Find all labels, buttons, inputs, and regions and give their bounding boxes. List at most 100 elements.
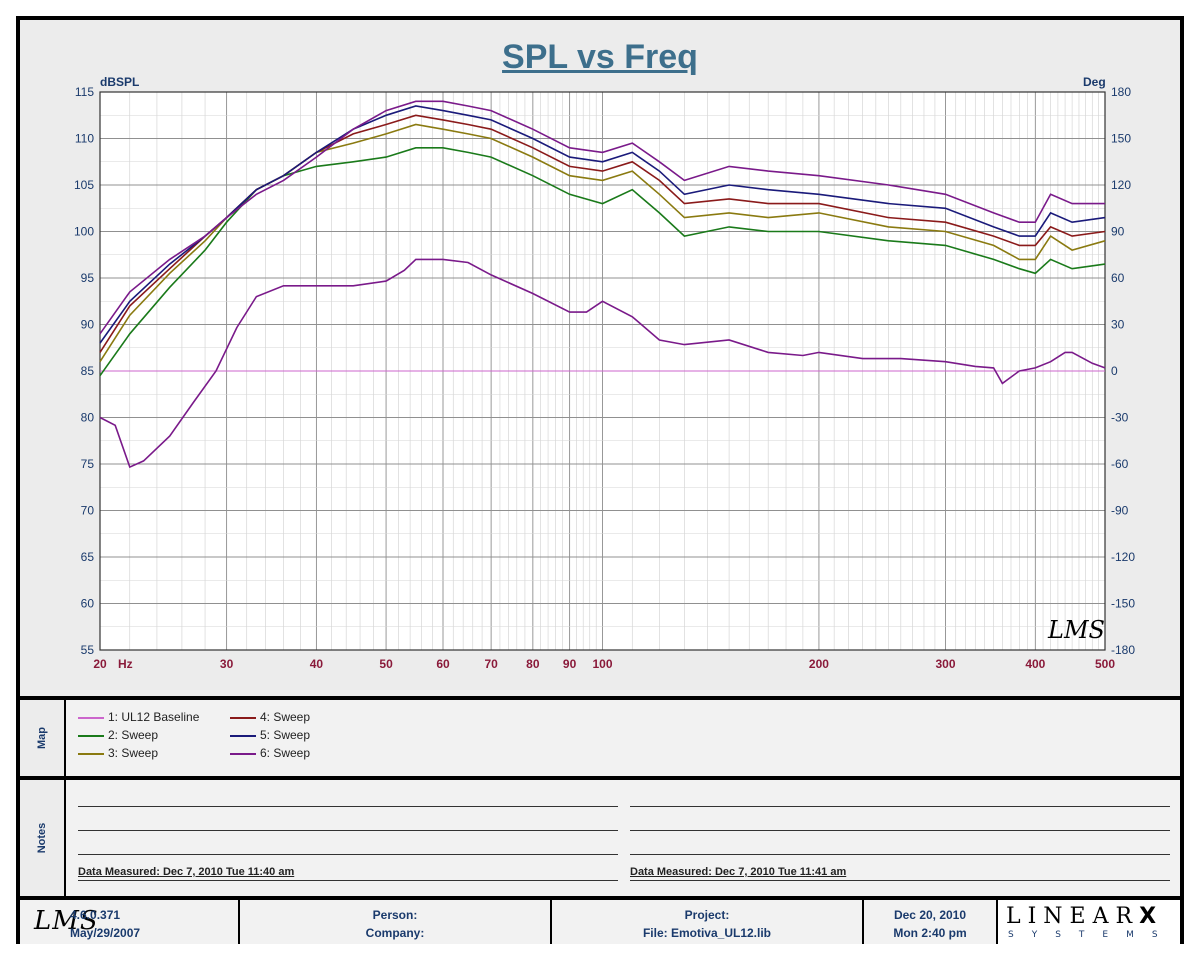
note-line — [78, 806, 618, 807]
footer-person-cell: Person: Company: — [240, 900, 552, 944]
company-label: Company: — [365, 926, 425, 940]
legend-label: 4: Sweep — [260, 710, 311, 724]
x-tick-label: 90 — [563, 657, 577, 671]
y2-tick-label: -60 — [1111, 457, 1129, 471]
y2-tick-label: -30 — [1111, 411, 1129, 425]
note-line — [78, 880, 618, 881]
y-tick-label: 105 — [74, 178, 94, 192]
x-tick-label: 100 — [592, 657, 612, 671]
spl-chart: 20 30 40 50 60 70 80 90 100 200 300 400 500556065707… — [74, 75, 1135, 671]
data-measured-right: Data Measured: Dec 7, 2010 Tue 11:41 am — [630, 866, 847, 878]
x-tick-label: 50 — [379, 657, 393, 671]
note-line — [78, 854, 618, 855]
x-tick-label: 70 — [484, 657, 498, 671]
series-line-6 — [99, 100, 1105, 335]
y2-axis-label: Deg — [1083, 75, 1106, 89]
legend-swatch — [78, 716, 104, 719]
x-tick-label: 80 — [526, 657, 540, 671]
x-tick-label: 400 — [1025, 657, 1045, 671]
legend-label: 5: Sweep — [260, 728, 311, 742]
y2-tick-label: 30 — [1111, 318, 1125, 332]
y-tick-label: 115 — [75, 85, 94, 99]
linearx-logo: LINEARX — [1006, 904, 1164, 929]
systems-wordmark: SYSTEMS — [1008, 930, 1176, 940]
legend: 1: UL12 Baseline 2: Sweep 3: Sweep 4: Sweep… — [66, 700, 1180, 776]
y2-tick-label: 60 — [1111, 271, 1125, 285]
legend-label: 1: UL12 Baseline — [108, 710, 200, 724]
note-line — [630, 854, 1170, 855]
file-label: File: Emotiva_UL12.lib — [642, 926, 772, 940]
series-line-5 — [99, 105, 1106, 344]
project-label: Project: — [684, 908, 730, 922]
y-tick-label: 70 — [81, 504, 95, 518]
y-tick-label: 95 — [81, 271, 95, 285]
y-tick-label: 80 — [81, 411, 95, 425]
legend-item: 3: Sweep — [78, 746, 158, 760]
y-tick-label: 110 — [75, 132, 94, 146]
legend-label: 6: Sweep — [260, 746, 311, 760]
x-tick-label: 60 — [436, 657, 450, 671]
legend-item: 2: Sweep — [78, 728, 158, 742]
y2-tick-label: 150 — [1111, 132, 1131, 146]
y2-tick-label: -150 — [1111, 597, 1135, 611]
footer-version-cell: LMS 4.6.0.371 May/29/2007 — [20, 900, 240, 944]
x-tick-label: 20 — [93, 657, 107, 671]
legend-item: 1: UL12 Baseline — [78, 710, 199, 724]
y-tick-label: 90 — [81, 318, 95, 332]
x-tick-label: 300 — [935, 657, 955, 671]
legend-swatch — [230, 734, 256, 737]
notes-panel: Notes Data Measured: Dec 7, 2010 Tue 11:… — [20, 776, 1180, 896]
map-panel: Map 1: UL12 Baseline 2: Sweep 3: Sweep 4: S… — [20, 696, 1180, 776]
footer: LMS 4.6.0.371 May/29/2007 Person: Compan… — [20, 896, 1180, 944]
notes-body: Data Measured: Dec 7, 2010 Tue 11:40 am … — [66, 780, 1180, 896]
map-side-label: Map — [20, 700, 66, 776]
y-tick-label: 75 — [81, 457, 95, 471]
note-line — [630, 830, 1170, 831]
y-tick-label: 85 — [81, 364, 95, 378]
y-tick-label: 60 — [81, 597, 95, 611]
x-tick-label: 500 — [1095, 657, 1115, 671]
y-axis-label: dBSPL — [100, 75, 139, 89]
footer-brand-cell: LINEARX SYSTEMS — [998, 900, 1180, 944]
version-date: May/29/2007 — [70, 926, 141, 940]
y2-tick-label: 120 — [1111, 178, 1131, 192]
report-date: Dec 20, 2010 — [893, 908, 967, 922]
x-tick-label: 40 — [310, 657, 324, 671]
phase-line — [99, 258, 1106, 469]
y2-tick-label: 180 — [1111, 85, 1131, 99]
legend-swatch — [78, 734, 104, 737]
y2-tick-label: -180 — [1111, 643, 1135, 657]
x-tick-label: 30 — [220, 657, 234, 671]
legend-item: 4: Sweep — [230, 710, 310, 724]
lms-logo: LMS — [34, 906, 99, 936]
version-number: 4.6.0.371 — [70, 908, 121, 922]
note-line — [78, 830, 618, 831]
note-line — [630, 880, 1170, 881]
legend-label: 3: Sweep — [108, 746, 159, 760]
person-label: Person: — [372, 908, 418, 922]
notes-side-label: Notes — [20, 780, 66, 896]
legend-swatch — [230, 716, 256, 719]
y2-tick-label: 90 — [1111, 225, 1125, 239]
y-tick-label: 100 — [74, 225, 94, 239]
note-line — [630, 806, 1170, 807]
x-tick-label: 200 — [809, 657, 829, 671]
legend-swatch — [78, 752, 104, 755]
chart-title: SPL vs Freq — [502, 38, 698, 76]
footer-project-cell: Project: File: Emotiva_UL12.lib — [552, 900, 864, 944]
legend-item: 5: Sweep — [230, 728, 310, 742]
legend-item: 6: Sweep — [230, 746, 310, 760]
y-tick-label: 55 — [81, 643, 95, 657]
data-measured-left: Data Measured: Dec 7, 2010 Tue 11:40 am — [78, 866, 295, 878]
x-unit-label: Hz — [118, 657, 133, 671]
y-tick-label: 65 — [81, 550, 95, 564]
report-time: Mon 2:40 pm — [893, 926, 967, 940]
y2-tick-label: -90 — [1111, 504, 1129, 518]
y2-tick-label: 0 — [1111, 364, 1118, 378]
legend-swatch — [230, 752, 256, 755]
report-frame: SPL vs Freq 20 30 40 50 60 70 80 90 100 200 300 400… — [16, 16, 1184, 944]
legend-label: 2: Sweep — [108, 728, 159, 742]
footer-date-cell: Dec 20, 2010 Mon 2:40 pm — [864, 900, 998, 944]
y2-tick-label: -120 — [1111, 550, 1135, 564]
lms-chart-logo: LMS — [1047, 616, 1105, 644]
